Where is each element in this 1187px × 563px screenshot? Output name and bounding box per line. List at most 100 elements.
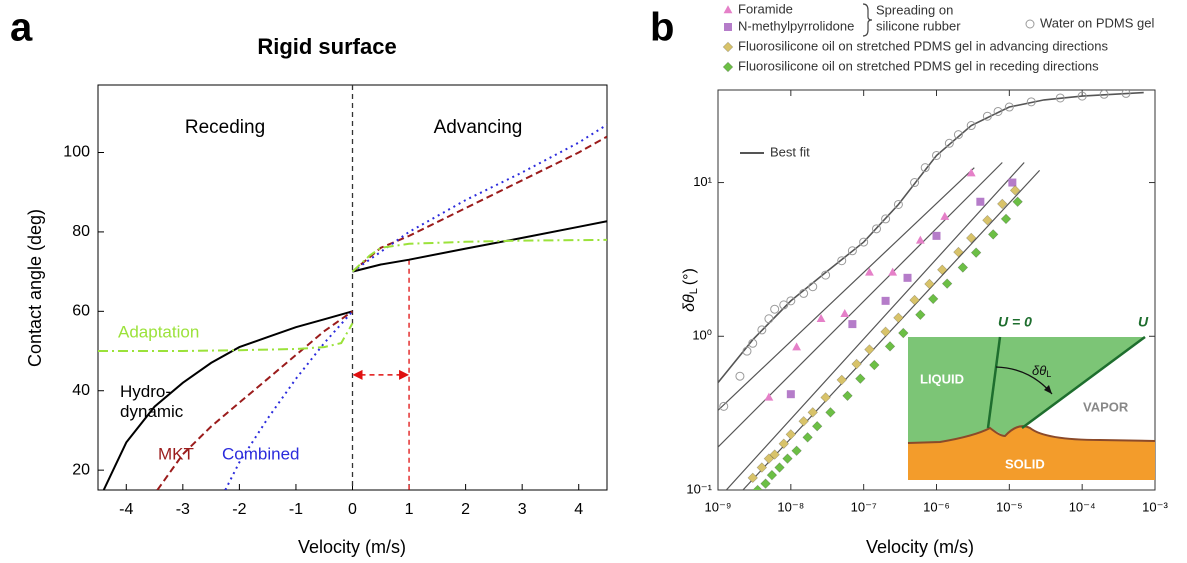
marker bbox=[953, 246, 964, 258]
marker bbox=[1055, 93, 1065, 103]
marker bbox=[798, 416, 809, 427]
y-tick-label: 10¹ bbox=[693, 174, 712, 189]
x-tick-label: 3 bbox=[518, 501, 527, 518]
y-tick-label: 20 bbox=[72, 461, 90, 478]
marker bbox=[764, 392, 774, 401]
marker bbox=[820, 392, 831, 403]
x-tick-label: 10⁻⁹ bbox=[705, 499, 732, 514]
legend-note: Spreading on bbox=[876, 2, 953, 17]
marker bbox=[756, 462, 768, 473]
marker bbox=[993, 106, 1003, 116]
marker bbox=[836, 374, 847, 386]
marker bbox=[881, 214, 891, 224]
marker bbox=[915, 235, 925, 244]
marker bbox=[920, 163, 930, 173]
inset-label: δθL bbox=[1032, 363, 1051, 379]
x-tick-label: 1 bbox=[405, 501, 414, 518]
legend-marker bbox=[724, 23, 732, 31]
marker bbox=[924, 278, 935, 290]
marker bbox=[792, 342, 802, 351]
marker bbox=[1026, 97, 1036, 107]
marker bbox=[881, 296, 890, 305]
marker bbox=[719, 401, 729, 411]
fit-line bbox=[718, 167, 975, 411]
panel-label: b bbox=[650, 6, 674, 50]
legend-marker bbox=[723, 5, 733, 14]
marker bbox=[966, 232, 977, 244]
marker bbox=[799, 288, 809, 298]
series-label: Combined bbox=[222, 444, 300, 463]
marker bbox=[910, 178, 920, 188]
marker bbox=[1121, 90, 1131, 98]
marker bbox=[859, 237, 869, 247]
arrowhead bbox=[352, 369, 363, 380]
marker bbox=[953, 130, 963, 140]
x-tick-label: 10⁻⁷ bbox=[851, 499, 877, 514]
marker bbox=[785, 429, 797, 440]
marker bbox=[888, 267, 898, 276]
marker bbox=[855, 373, 866, 384]
y-axis-label: Contact angle (deg) bbox=[25, 209, 45, 367]
marker bbox=[871, 224, 881, 234]
inset-interface bbox=[907, 425, 1156, 444]
marker bbox=[782, 453, 793, 464]
marker bbox=[811, 420, 823, 432]
y-label-sub: L bbox=[688, 288, 700, 294]
inset-arrowhead bbox=[1044, 385, 1052, 394]
inset-label: U bbox=[1138, 314, 1149, 330]
region-label: Receding bbox=[185, 117, 265, 138]
marker bbox=[1077, 91, 1087, 101]
legend-label: Fluorosilicone oil on stretched PDMS gel… bbox=[738, 38, 1108, 53]
inset-label: VAPOR bbox=[1083, 399, 1129, 414]
marker bbox=[742, 346, 752, 356]
arrowhead bbox=[399, 369, 410, 380]
marker bbox=[1004, 102, 1014, 112]
legend-note: silicone rubber bbox=[876, 18, 961, 33]
marker bbox=[997, 198, 1008, 210]
legend-label: Foramide bbox=[738, 1, 793, 16]
marker bbox=[940, 211, 950, 220]
x-tick-label: -2 bbox=[232, 501, 246, 518]
marker bbox=[748, 338, 758, 348]
y-axis-label: δθL (°) bbox=[681, 268, 700, 312]
y-tick-label: 10⁰ bbox=[692, 328, 712, 343]
inset-line bbox=[1021, 335, 1146, 430]
marker bbox=[757, 325, 767, 335]
series-line bbox=[156, 135, 607, 490]
marker bbox=[837, 256, 847, 266]
inset-liquid bbox=[908, 337, 1145, 443]
marker bbox=[769, 449, 780, 460]
marker bbox=[847, 246, 857, 256]
inset-angle: δθ bbox=[1032, 363, 1046, 378]
x-axis-label: Velocity (m/s) bbox=[866, 537, 974, 557]
marker bbox=[927, 293, 939, 305]
y-tick-label: 100 bbox=[63, 144, 90, 161]
x-tick-label: 10⁻³ bbox=[1142, 499, 1168, 514]
marker bbox=[893, 199, 903, 209]
marker bbox=[825, 407, 836, 418]
legend-label: N-methylpyrrolidone bbox=[738, 18, 854, 33]
series-line bbox=[98, 238, 607, 352]
series-line bbox=[102, 220, 607, 490]
series-label: Adaptation bbox=[118, 322, 199, 341]
legend-label: Fluorosilicone oil on stretched PDMS gel… bbox=[738, 58, 1099, 73]
x-tick-label: -1 bbox=[289, 501, 303, 518]
y-label-unit: (°) bbox=[681, 268, 698, 285]
x-tick-label: 10⁻⁸ bbox=[777, 499, 804, 514]
legend-marker bbox=[722, 41, 734, 53]
marker bbox=[1009, 185, 1021, 196]
fit-line bbox=[725, 162, 1025, 490]
marker bbox=[851, 358, 862, 370]
x-tick-label: -4 bbox=[119, 501, 133, 518]
legend-brace bbox=[862, 3, 873, 37]
region-label: Advancing bbox=[434, 117, 523, 138]
marker bbox=[816, 313, 826, 322]
marker bbox=[840, 309, 850, 318]
marker bbox=[893, 312, 904, 323]
marker bbox=[864, 344, 875, 355]
marker bbox=[982, 214, 993, 226]
marker bbox=[1000, 213, 1012, 225]
marker bbox=[786, 296, 796, 306]
